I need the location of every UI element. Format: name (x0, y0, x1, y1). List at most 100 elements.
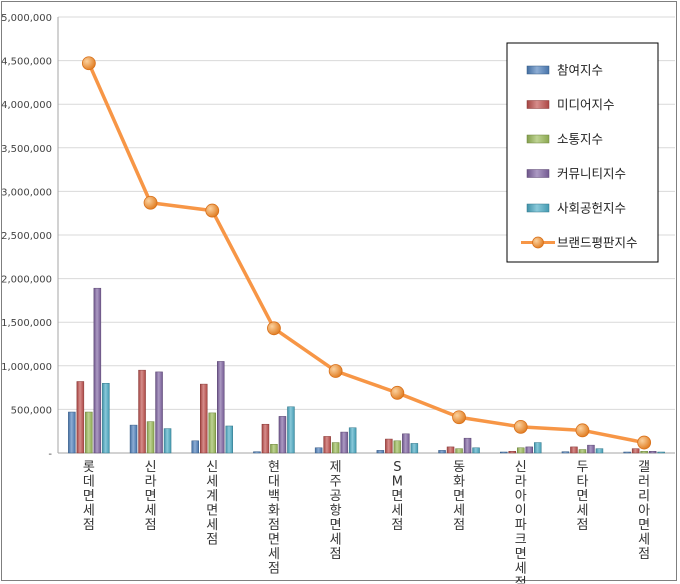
y-tick-label: 3,500,000 (1, 144, 52, 155)
bar-참여지수-1 (129, 424, 138, 454)
x-category-label: 면 (83, 489, 95, 504)
x-category-label: 세 (453, 504, 465, 519)
line-series (81, 56, 652, 450)
x-category-label: 면 (206, 504, 218, 519)
y-tick-label: 1,000,000 (1, 362, 52, 373)
x-category-label: 파 (515, 518, 527, 533)
legend-label-커뮤니티지수: 커뮤니티지수 (557, 166, 626, 181)
x-category-label: 두 (576, 460, 588, 475)
x-category-label: M (392, 475, 403, 490)
line-point-9 (637, 435, 652, 450)
x-category-label: 세 (638, 533, 650, 548)
y-tick-label: - (48, 449, 52, 460)
bar-소통지수-0 (85, 411, 93, 454)
legend-swatch-커뮤니티지수 (526, 169, 550, 178)
bar-참여지수-5 (376, 450, 385, 454)
x-category-label: 데 (83, 475, 95, 490)
x-category-label: 라 (145, 475, 157, 490)
line-point-6 (452, 410, 466, 425)
legend-label-사회공헌지수: 사회공헌지수 (557, 201, 626, 216)
x-category-label: 면 (391, 489, 403, 504)
x-category-label: 점 (145, 518, 157, 533)
bar-참여지수-9 (623, 451, 631, 454)
line-브랜드평판지수 (87, 62, 645, 445)
x-category-label: 크 (515, 533, 527, 548)
x-category-label: 타 (576, 475, 588, 490)
x-category-label: 리 (638, 489, 650, 504)
x-category-label: 공 (330, 489, 342, 504)
x-category-label: 화 (268, 504, 280, 519)
bar-미디어지수-3 (261, 423, 270, 454)
line-point-0 (81, 56, 96, 71)
line-point-1 (143, 195, 158, 210)
bar-참여지수-7 (500, 451, 508, 454)
x-category-label: 점 (330, 547, 342, 562)
x-category-label: 신 (145, 460, 157, 475)
legend-label-참여지수: 참여지수 (557, 63, 603, 78)
x-category-label: 백 (268, 489, 280, 504)
x-axis: 롯데면세점신라면세점신세계면세점현대백화점면세점제주공항면세점SM면세점동화면세… (83, 460, 650, 584)
bar-미디어지수-8 (570, 446, 578, 454)
bar-미디어지수-6 (446, 446, 455, 454)
y-tick-label: 3,000,000 (1, 187, 52, 198)
bar-미디어지수-0 (76, 381, 85, 454)
x-category-label: 계 (206, 489, 218, 504)
x-category-label: 점 (83, 518, 95, 533)
x-category-label: 점 (576, 518, 588, 533)
bar-사회공헌지수-1 (163, 428, 172, 454)
x-category-label: 점 (268, 518, 280, 533)
bar-사회공헌지수-7 (534, 442, 542, 454)
bar-소통지수-1 (146, 421, 155, 454)
bar-소통지수-8 (578, 449, 587, 454)
line-point-7 (513, 419, 528, 434)
x-category-label: 세 (330, 533, 342, 548)
x-category-label: 점 (391, 518, 403, 533)
x-category-label: 러 (638, 475, 650, 490)
x-category-label: 세 (576, 504, 588, 519)
x-category-label: 세 (206, 518, 218, 533)
bar-커뮤니티지수-2 (217, 361, 225, 454)
legend-box (506, 42, 659, 263)
legend-swatch-미디어지수 (526, 100, 550, 109)
x-category-label: 점 (515, 576, 527, 584)
bar-커뮤니티지수-9 (648, 451, 657, 454)
x-category-label: 면 (330, 518, 342, 533)
y-tick-label: 500,000 (11, 405, 52, 416)
x-category-label: 면 (453, 489, 465, 504)
bar-참여지수-2 (191, 440, 199, 454)
bar-참여지수-4 (314, 447, 323, 454)
legend-swatch-참여지수 (526, 65, 550, 75)
legend-swatch-사회공헌지수 (526, 203, 550, 213)
bar-미디어지수-7 (508, 451, 516, 454)
x-category-label: 점 (206, 533, 218, 548)
bar-커뮤니티지수-3 (278, 416, 287, 454)
bar-커뮤니티지수-0 (93, 287, 102, 454)
x-category-label: 롯 (83, 460, 95, 475)
legend-label-미디어지수: 미디어지수 (557, 97, 615, 112)
y-tick-label: 1,500,000 (1, 318, 52, 329)
x-category-label: 라 (515, 475, 527, 490)
y-tick-label: 5,000,000 (1, 13, 52, 24)
legend-swatch-소통지수 (526, 134, 550, 144)
bar-사회공헌지수-9 (657, 451, 665, 454)
x-category-label: 점 (268, 562, 280, 577)
x-category-label: 면 (576, 489, 588, 504)
x-category-label: 점 (453, 518, 465, 533)
x-category-label: 면 (145, 489, 157, 504)
x-category-label: 세 (391, 504, 403, 519)
x-category-label: S (393, 460, 401, 475)
x-category-label: 세 (206, 475, 218, 490)
x-category-label: 면 (515, 547, 527, 562)
bar-series (68, 287, 665, 454)
x-category-label: 아 (515, 489, 527, 504)
x-category-label: 점 (638, 547, 650, 562)
x-category-label: 아 (638, 504, 650, 519)
line-point-4 (328, 364, 343, 378)
bar-미디어지수-4 (323, 436, 331, 454)
y-tick-label: 4,500,000 (1, 57, 52, 68)
bar-소통지수-5 (393, 440, 402, 454)
x-category-label: 주 (330, 475, 342, 490)
